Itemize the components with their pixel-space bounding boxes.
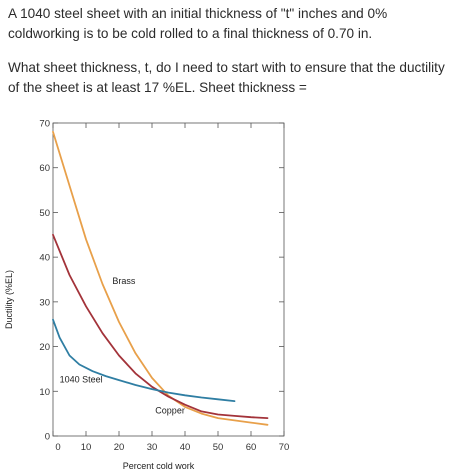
- y-tick-label: 0: [45, 432, 50, 443]
- y-tick-label: 30: [39, 297, 50, 308]
- series-line-brass: [52, 130, 269, 426]
- y-tick-label: 60: [39, 163, 50, 174]
- x-tick-label: 10: [81, 442, 92, 453]
- x-tick-label: 20: [114, 442, 125, 453]
- y-tick-label: 50: [39, 208, 50, 219]
- question-text: A 1040 steel sheet with an initial thick…: [8, 0, 458, 98]
- series-line-1040-steel: [52, 318, 236, 403]
- y-tick-label: 10: [39, 387, 50, 398]
- ductility-chart: 0 10 20 30 40 50 60 70 0 10 20 30 40 50 60 70 Brass 1040 …: [4, 119, 290, 470]
- x-tick-label: 60: [246, 442, 257, 453]
- x-tick-label: 0: [55, 442, 60, 453]
- x-tick-label: 50: [213, 442, 224, 453]
- question-paragraph-2: What sheet thickness, t, do I need to st…: [8, 60, 445, 95]
- x-axis-label: Percent cold work: [123, 461, 195, 470]
- y-tick-label: 40: [39, 253, 50, 264]
- series-label-1040-steel: 1040 Steel: [60, 374, 103, 384]
- series-label-copper: Copper: [155, 406, 185, 416]
- y-tick-label: 70: [39, 119, 50, 130]
- x-tick-label: 40: [180, 442, 191, 453]
- x-tick-label: 70: [279, 442, 290, 453]
- question-paragraph-1: A 1040 steel sheet with an initial thick…: [8, 6, 388, 41]
- series-label-brass: Brass: [112, 276, 136, 286]
- x-tick-label: 30: [147, 442, 158, 453]
- y-axis-label: Ductility (%EL): [4, 270, 14, 329]
- y-tick-label: 20: [39, 342, 50, 353]
- plot-frame: [52, 122, 285, 437]
